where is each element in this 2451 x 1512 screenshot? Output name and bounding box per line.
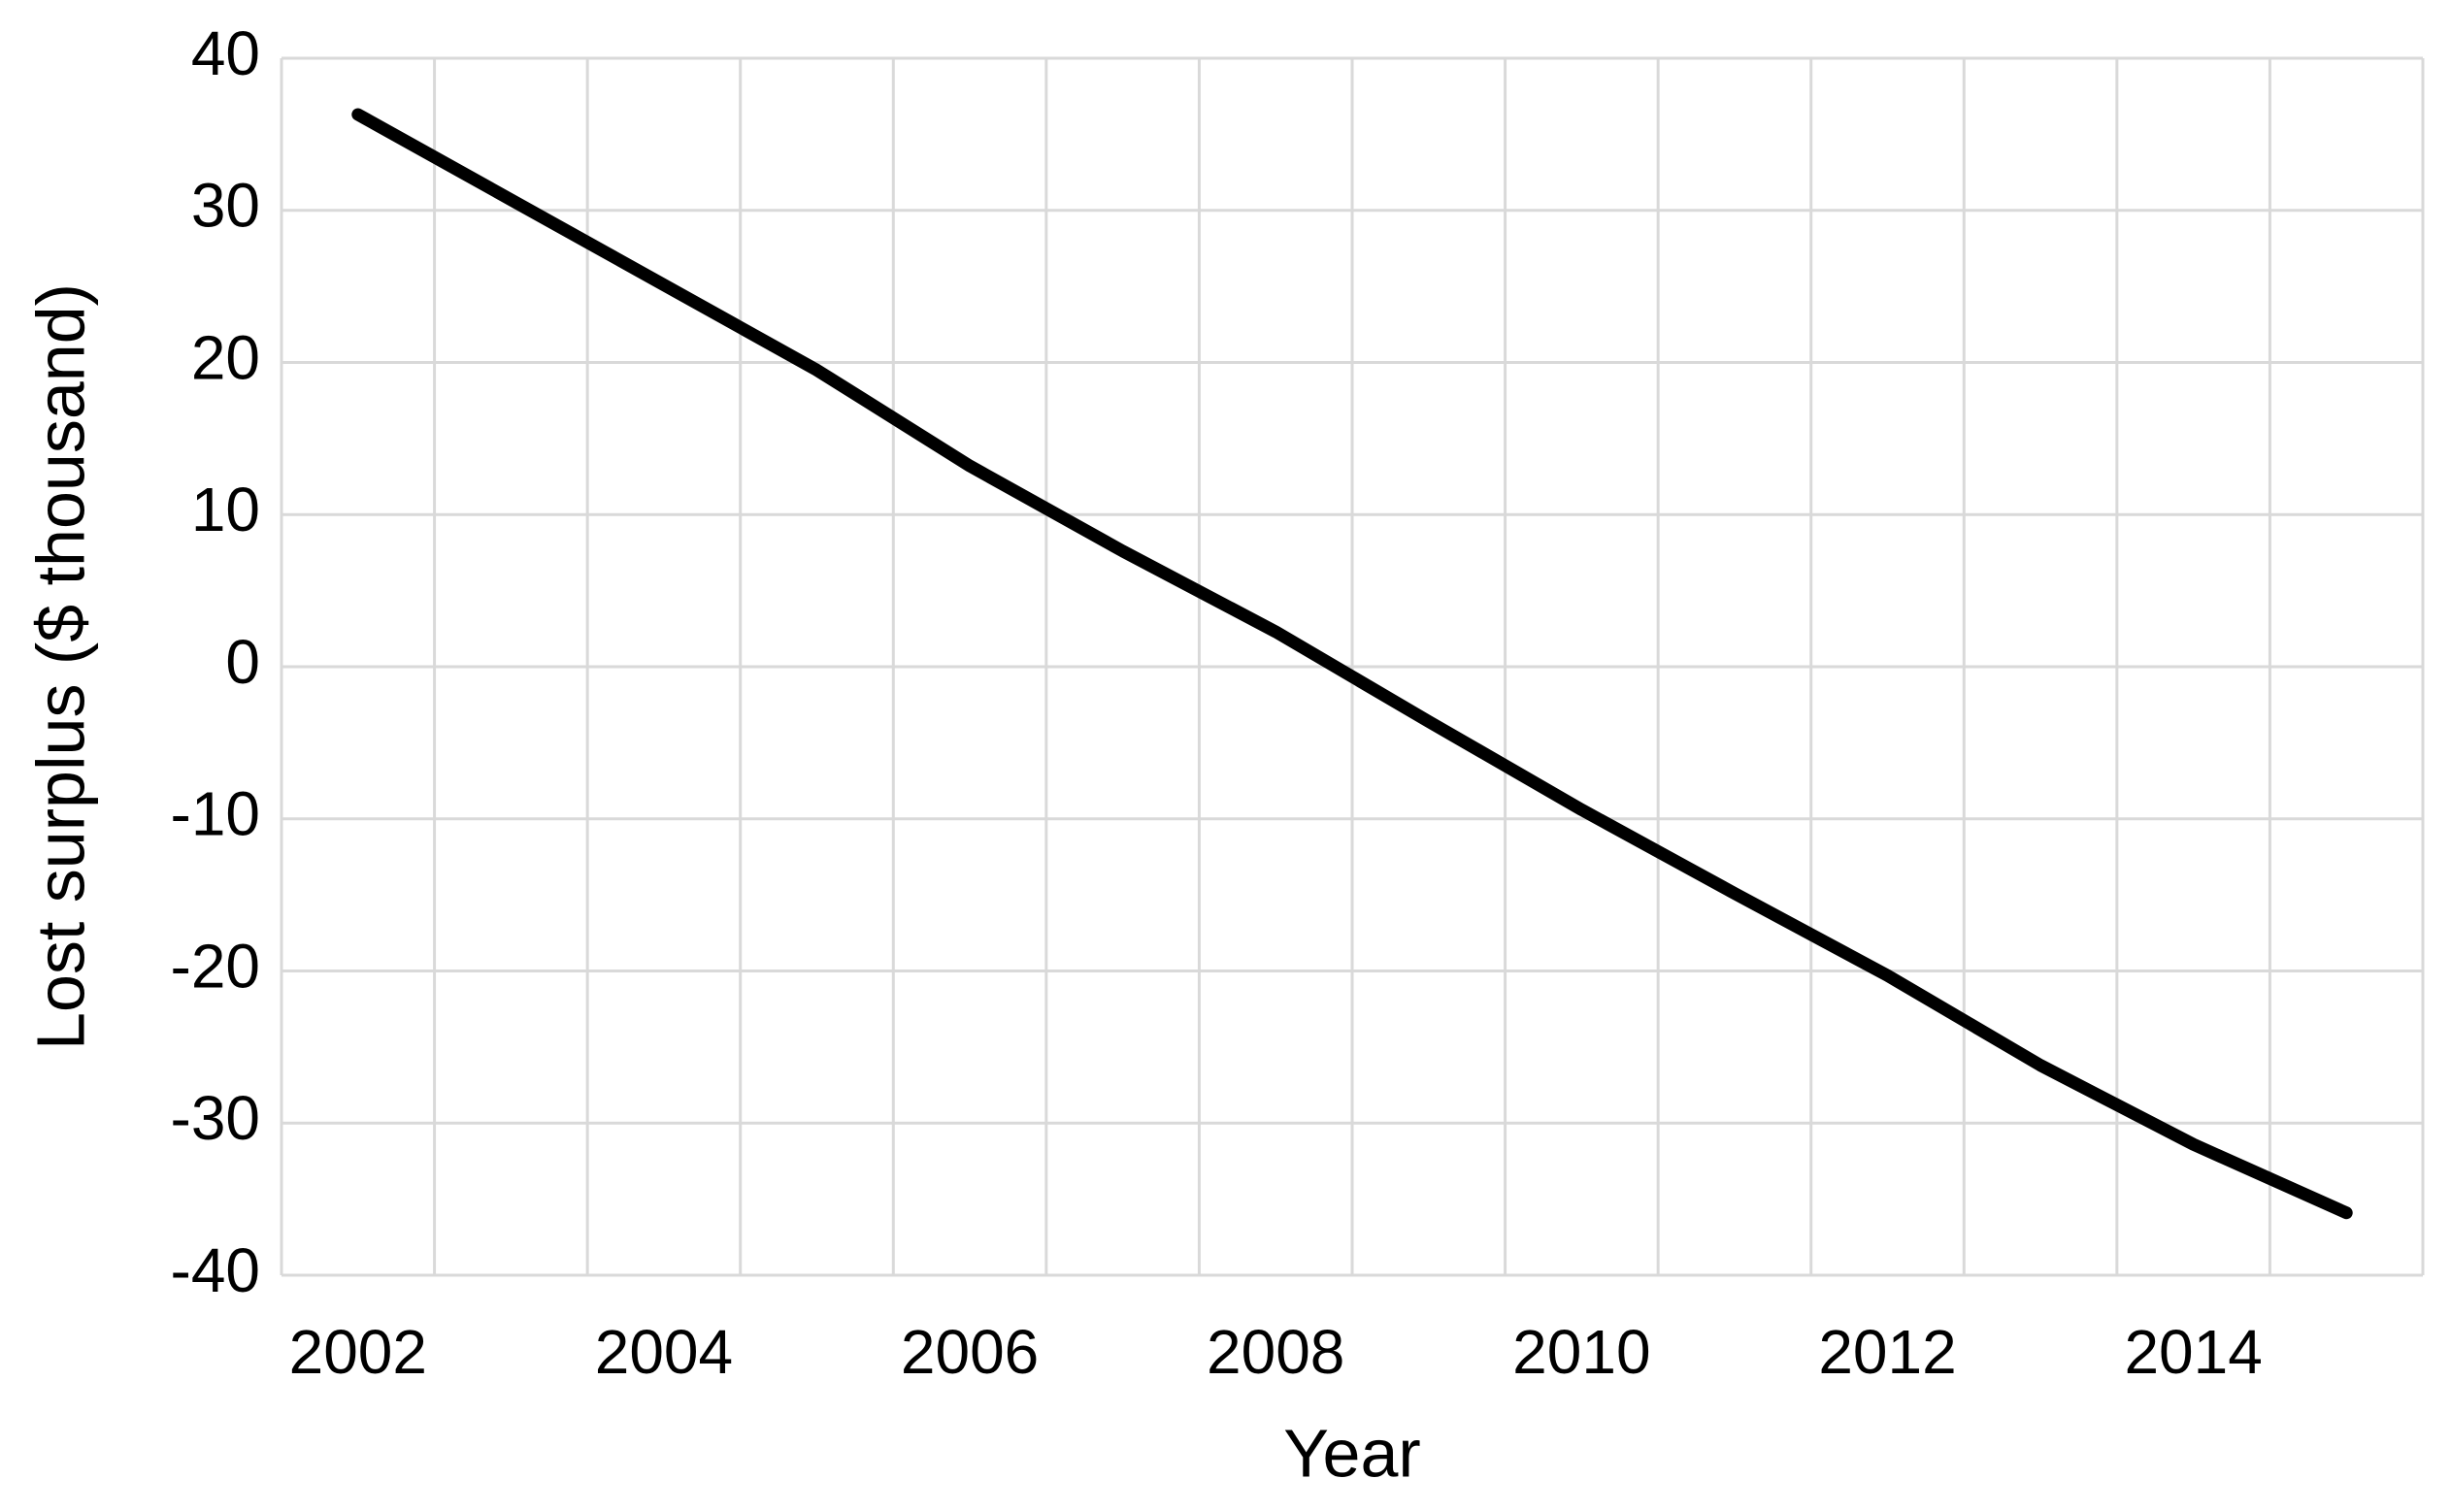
y-tick-label: -40 bbox=[171, 1235, 261, 1305]
x-tick-label: 2014 bbox=[2124, 1317, 2262, 1387]
x-tick-label: 2002 bbox=[289, 1317, 427, 1387]
y-tick-label: 20 bbox=[191, 322, 260, 392]
y-tick-label: -10 bbox=[171, 779, 261, 849]
x-tick-label: 2010 bbox=[1512, 1317, 1650, 1387]
y-tick-label: 40 bbox=[191, 18, 260, 88]
y-tick-label: -30 bbox=[171, 1083, 261, 1153]
line bbox=[351, 108, 2353, 1220]
y-tick-label: 0 bbox=[225, 627, 260, 697]
y-axis-title: Lost surplus ($ thousand) bbox=[22, 283, 98, 1050]
x-tick-label: 2006 bbox=[901, 1317, 1039, 1387]
x-tick-label: 2012 bbox=[1818, 1317, 1956, 1387]
y-tick-label: 10 bbox=[191, 475, 260, 544]
y-tick-label: 30 bbox=[191, 171, 260, 241]
y-tick-label: -20 bbox=[171, 931, 261, 1001]
x-tick-label: 2008 bbox=[1207, 1317, 1344, 1387]
x-tick-label: 2004 bbox=[595, 1317, 733, 1387]
x-axis-title: Year bbox=[1283, 1415, 1420, 1491]
